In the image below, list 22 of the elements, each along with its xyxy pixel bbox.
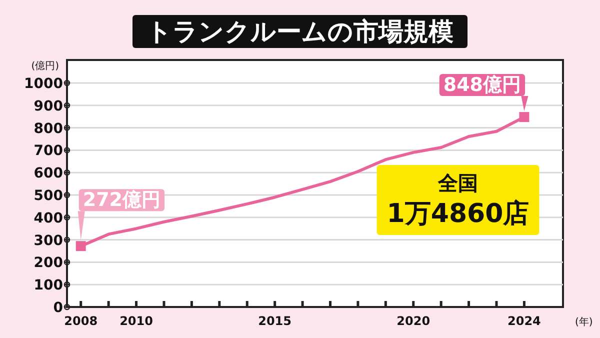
annotation: 272億円 (82, 189, 161, 212)
y-tick-label: 100 (34, 278, 64, 294)
y-tick-label: 700 (34, 143, 64, 160)
y-tick-label: 800 (34, 120, 64, 137)
x-tick-label: 2008 (64, 314, 98, 328)
x-axis-title: (年) (575, 316, 593, 328)
x-tick-label: 2024 (508, 314, 541, 328)
y-tick-label: 900 (34, 98, 64, 114)
chart-title: トランクルームの市場規模 (146, 17, 454, 46)
x-tick-label: 2015 (258, 314, 292, 328)
y-tick-label: 0 (53, 300, 64, 316)
y-tick-label: 400 (34, 210, 64, 226)
y-tick-label: 1000 (24, 76, 64, 92)
annotation: 848億円 (443, 74, 522, 96)
y-tick-label: 600 (34, 166, 64, 182)
y-tick-label: 200 (34, 255, 64, 272)
y-tick-label: 500 (34, 188, 64, 204)
y-tick-label: 300 (34, 232, 64, 249)
annotation: 全国 1万4860店 (386, 171, 530, 229)
x-tick-label: 2010 (120, 314, 153, 328)
y-axis-title: (億円) (31, 60, 60, 72)
x-tick-label: 2020 (396, 314, 430, 328)
